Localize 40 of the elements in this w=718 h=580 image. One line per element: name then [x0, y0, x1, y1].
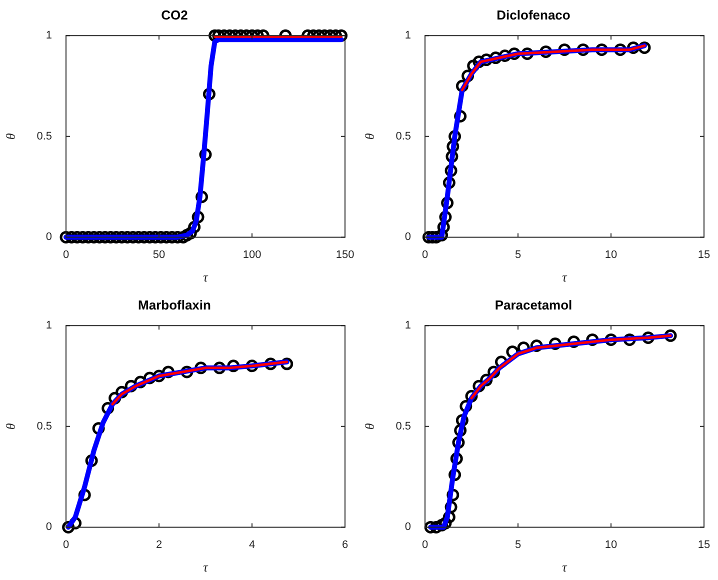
y-tick-label: 0: [404, 521, 411, 534]
x-tick-label: 5: [514, 248, 522, 261]
x-tick-label: 0: [422, 538, 428, 551]
chart-title: Diclofenaco: [496, 7, 570, 22]
x-axis-title: τ: [562, 560, 568, 575]
y-tick-label: 1: [404, 320, 411, 332]
y-tick-label: 0.5: [36, 130, 52, 142]
y-tick-label: 0.5: [396, 130, 411, 142]
y-tick-label: 1: [404, 30, 411, 42]
y-axis-title: θ: [362, 422, 378, 430]
x-tick-label: 10: [604, 538, 618, 551]
x-tick-label: 0: [62, 248, 70, 261]
x-tick-label: 6: [342, 538, 348, 551]
x-tick-label: 100: [242, 248, 262, 261]
x-tick-label: 0: [62, 538, 70, 551]
chart-title: CO2: [161, 7, 188, 22]
x-tick-label: 5: [514, 538, 522, 551]
y-axis-title: θ: [3, 132, 18, 140]
x-tick-label: 150: [336, 248, 354, 261]
y-tick-label: 0: [46, 521, 52, 534]
y-tick-label: 1: [46, 30, 52, 42]
x-tick-label: 0: [422, 248, 428, 261]
x-tick-label: 10: [604, 248, 618, 261]
x-axis-title: τ: [203, 270, 210, 285]
chart-title: Paracetamol: [494, 297, 572, 312]
y-tick-label: 0: [46, 231, 52, 244]
x-tick-label: 15: [698, 248, 710, 261]
y-axis-title: θ: [3, 422, 18, 430]
y-tick-label: 0.5: [396, 420, 411, 432]
y-tick-label: 1: [46, 320, 52, 332]
x-tick-label: 15: [698, 538, 710, 551]
x-axis-title: τ: [562, 270, 568, 285]
x-axis-title: τ: [203, 560, 210, 575]
chart-title: Marboflaxin: [138, 297, 212, 312]
x-tick-label: 4: [248, 538, 256, 551]
y-axis-title: θ: [362, 132, 378, 140]
x-tick-label: 2: [156, 538, 162, 551]
y-tick-label: 0.5: [36, 420, 52, 432]
x-tick-label: 50: [152, 248, 166, 261]
y-tick-label: 0: [404, 231, 411, 244]
